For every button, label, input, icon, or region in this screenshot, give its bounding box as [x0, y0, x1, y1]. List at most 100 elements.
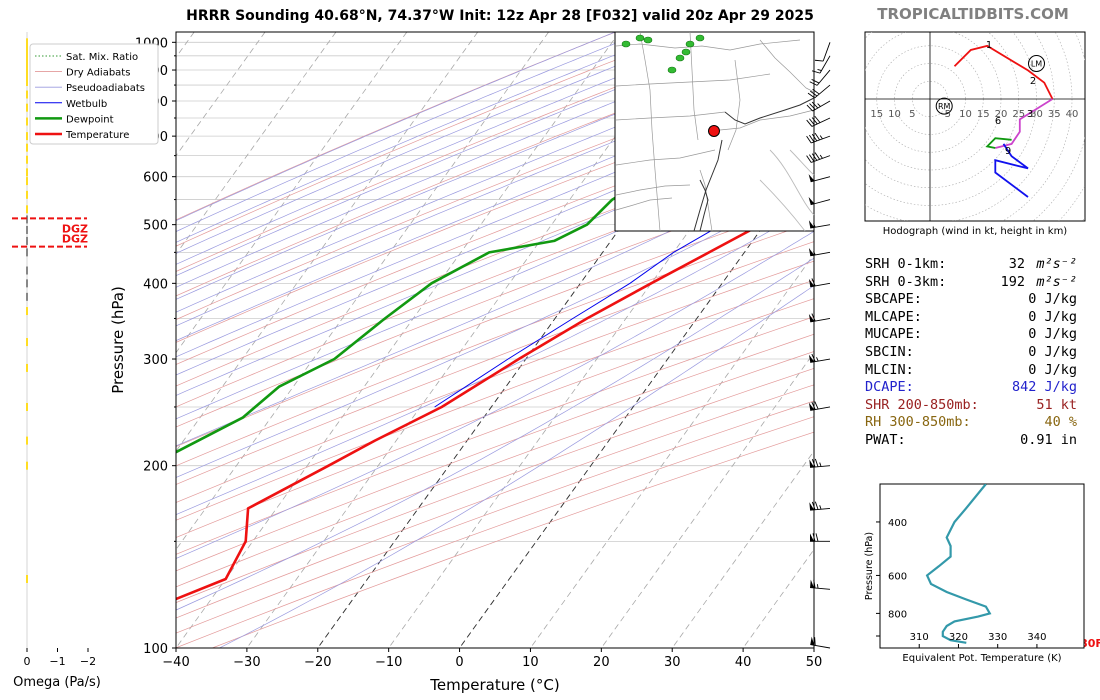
isotherm — [601, 351, 814, 648]
barb-half — [817, 68, 822, 71]
param-label: SRH 0-1km: — [865, 256, 947, 272]
dry-adiabat — [176, 221, 814, 467]
barb-staff — [812, 100, 831, 112]
barb-flag — [809, 502, 815, 511]
hodograph-plot: 15 10 5 5 10 15 20 25 30 35 40 1 2 3 6 9 RM LM — [865, 32, 1085, 221]
barb-full — [814, 458, 819, 467]
param-value: 192 — [1000, 273, 1025, 290]
hodograph: 15 10 5 5 10 15 20 25 30 35 40 1 2 3 6 9 RM LM Hodograph (… — [864, 31, 1086, 237]
x-axis-label: Temperature (°C) — [429, 676, 559, 694]
y-tick-label: 400 — [143, 277, 168, 292]
wind-barb — [814, 42, 831, 62]
barb-half — [817, 103, 821, 107]
hodograph-ring-label: 15 — [870, 109, 883, 120]
hodograph-ring-label: 25 — [1012, 109, 1025, 120]
map-radar-echo — [695, 34, 705, 42]
barb-staff — [811, 155, 831, 163]
barb-full — [811, 353, 816, 362]
hodograph-ring-label: 10 — [959, 109, 972, 120]
param-value: 842 J/kg — [1011, 379, 1077, 396]
wind-barb — [807, 84, 831, 99]
param-value: 0 J/kg — [1028, 343, 1077, 360]
barb-half — [813, 223, 816, 228]
omega-bar — [26, 177, 28, 186]
hodograph-frame — [864, 31, 1086, 222]
legend-entry: Sat. Mix. Ratio — [66, 52, 138, 63]
hodograph-segment — [985, 137, 1012, 149]
param-row: PWAT: 0.91 in — [865, 432, 1085, 450]
moist-adiabat — [176, 32, 645, 232]
param-label: SBCAPE: — [865, 291, 922, 308]
omega-bar — [26, 279, 28, 288]
barb-full — [811, 79, 820, 84]
barb-half — [816, 357, 819, 362]
omega-bar — [26, 90, 28, 99]
dry-adiabat — [176, 316, 814, 555]
barb-full — [811, 133, 818, 142]
wind-barb — [806, 115, 831, 127]
map-border — [759, 39, 815, 93]
x-tick-label: 10 — [522, 655, 539, 670]
site-brand: TROPICALTIDBITS.COM — [877, 5, 1069, 23]
y-tick-label: 200 — [143, 460, 168, 475]
omega-tick-label: −2 — [80, 655, 96, 668]
barb-full — [810, 90, 818, 97]
isotherm — [671, 450, 814, 648]
barb-full — [811, 501, 816, 510]
hodograph-caption: Hodograph (wind in kt, height in km) — [883, 226, 1068, 237]
theta-x-axis-label: Equivalent Pot. Temperature (K) — [902, 653, 1061, 664]
storm-motion-marker — [1028, 55, 1045, 72]
barb-full — [811, 153, 818, 161]
barb-flag — [810, 533, 814, 542]
param-row: m²s⁻² SRH 0-3km: 192 — [865, 274, 1085, 292]
map-radar-echo — [675, 54, 685, 62]
dry-adiabat — [176, 200, 814, 448]
wind-barb — [809, 69, 831, 86]
isotherm-zero — [459, 154, 814, 648]
storm-motion-label: LM — [1031, 60, 1042, 69]
dry-adiabat — [176, 333, 814, 572]
dry-adiabat — [176, 241, 814, 485]
hodograph-ring-label: 5 — [909, 109, 915, 120]
barb-full — [807, 92, 815, 99]
sounding-parameters: m²s⁻² SRH 0-1km: 32 m²s⁻² SRH 0-3km: 192 SBCAP… — [865, 256, 1085, 450]
barb-half — [816, 584, 819, 589]
map-radar-echo — [667, 66, 677, 74]
mixing-ratio-label: 16 — [834, 216, 844, 225]
legend-entry: Dewpoint — [66, 114, 114, 125]
wind-barb — [806, 100, 831, 112]
omega-bar — [26, 236, 28, 245]
barb-full — [811, 117, 818, 125]
map-radar-echo — [681, 48, 691, 56]
map-isobars — [759, 149, 815, 232]
wind-barb — [810, 579, 831, 590]
wind-barb — [808, 353, 831, 363]
param-value: 51 kt — [1036, 396, 1077, 413]
param-label: SRH 0-3km: — [865, 273, 947, 290]
surface-temperature-label: 80F — [1080, 637, 1100, 650]
storm-motion-marker — [935, 97, 953, 115]
omega-bar — [26, 402, 28, 411]
skewt-frame — [175, 31, 815, 649]
barb-full — [813, 579, 816, 589]
dry-adiabat — [176, 367, 814, 603]
omega-bar — [26, 338, 28, 347]
y-tick-label: 100 — [143, 642, 168, 657]
barb-full — [814, 132, 821, 141]
map-border — [689, 31, 699, 141]
barb-flag — [809, 459, 815, 468]
barb-full — [811, 70, 821, 74]
param-label: SBCIN: — [865, 343, 914, 360]
barb-full — [815, 533, 819, 542]
barb-full — [812, 533, 816, 542]
wind-barb — [808, 247, 831, 257]
isotherm — [176, 32, 620, 648]
y-axis-label: Pressure (hPa) — [109, 286, 127, 394]
wind-barb — [808, 174, 831, 183]
barb-full — [809, 81, 818, 86]
hodograph-ring-label: 20 — [995, 109, 1008, 120]
x-tick-label: −30 — [233, 655, 260, 670]
dry-adiabat — [176, 279, 814, 521]
hodograph-height-label: 6 — [995, 116, 1001, 127]
wind-barbs — [806, 42, 831, 649]
